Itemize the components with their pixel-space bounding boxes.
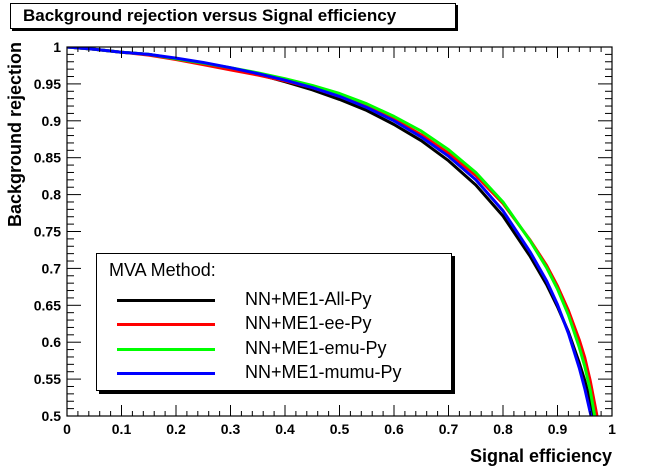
x-tick-label: 0.1	[112, 421, 132, 437]
legend-label-all: NN+ME1-All-Py	[245, 289, 372, 309]
x-tick-label: 0.7	[439, 421, 459, 437]
x-tick-label: 0.3	[221, 421, 241, 437]
legend-label-ee: NN+ME1-ee-Py	[245, 313, 372, 333]
series-line-mumu	[67, 47, 593, 416]
y-tick-label: 0.95	[34, 76, 61, 92]
legend-entry-emu: NN+ME1-emu-Py	[117, 337, 447, 361]
legend-swatch-emu	[117, 348, 215, 351]
x-tick-label: 1	[608, 421, 616, 437]
y-tick-label: 0.9	[42, 113, 62, 129]
legend-entry-all: NN+ME1-All-Py	[117, 288, 447, 312]
series-layer	[67, 47, 599, 416]
x-tick-label: 0.6	[384, 421, 404, 437]
y-tick-label: 0.6	[42, 334, 62, 350]
legend-entry-mumu: NN+ME1-mumu-Py	[117, 361, 447, 385]
y-tick-label: 0.85	[34, 150, 61, 166]
y-tick-label: 0.55	[34, 371, 61, 387]
ticks-layer: 0 0.1 0.2 0.3 0.4 0.5 0.6 0.7 0.8 0.9 1 0.5 0.55 0.6 0…	[34, 39, 616, 437]
legend-swatch-all	[117, 299, 215, 302]
y-tick-label: 1	[53, 39, 61, 55]
y-tick-label: 0.7	[42, 260, 62, 276]
legend-title: MVA Method:	[109, 260, 216, 280]
y-axis-label: Background rejection	[5, 41, 25, 227]
x-tick-label: 0.4	[275, 421, 295, 437]
legend-label-mumu: NN+ME1-mumu-Py	[245, 362, 402, 382]
y-tick-label: 0.5	[42, 408, 62, 424]
x-axis-label: Signal efficiency	[469, 446, 612, 466]
x-tick-label: 0.9	[548, 421, 568, 437]
y-tick-label: 0.65	[34, 297, 61, 313]
legend-swatch-ee	[117, 323, 215, 326]
legend: MVA Method: NN+ME1-All-Py NN+ME1-ee-Py N…	[96, 253, 452, 391]
legend-entry-ee: NN+ME1-ee-Py	[117, 312, 447, 336]
y-tick-label: 0.75	[34, 224, 61, 240]
x-tick-label: 0.2	[166, 421, 186, 437]
legend-label-emu: NN+ME1-emu-Py	[245, 338, 387, 358]
chart-title: Background rejection versus Signal effic…	[10, 3, 456, 29]
y-tick-label: 0.8	[42, 187, 62, 203]
legend-swatch-mumu	[117, 372, 215, 375]
x-tick-label: 0	[63, 421, 71, 437]
x-tick-label: 0.8	[493, 421, 513, 437]
x-tick-label: 0.5	[330, 421, 350, 437]
